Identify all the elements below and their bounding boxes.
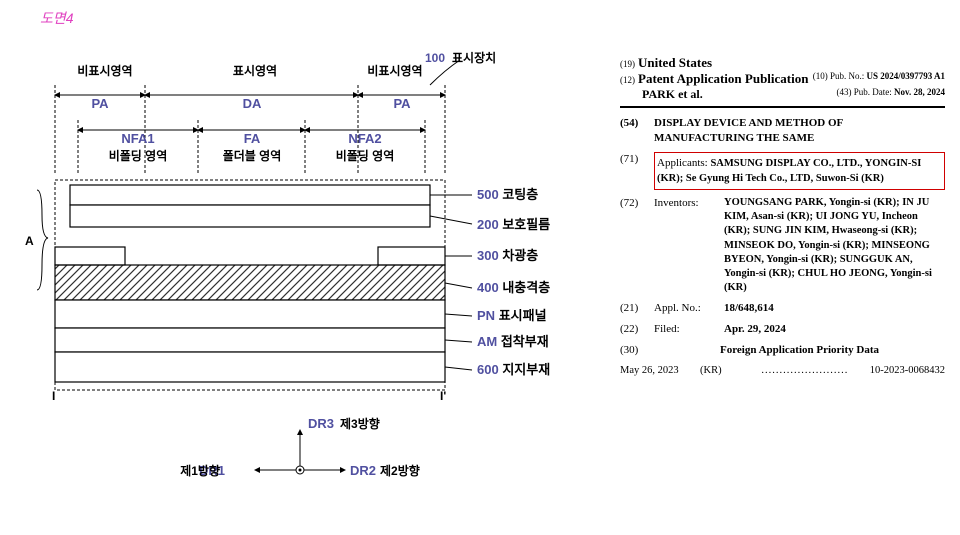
side-marker-a: A (25, 234, 34, 248)
marker-Ip: I' (440, 389, 446, 403)
callout-100-num: 100 (425, 51, 445, 65)
marker-I: I (52, 389, 55, 403)
inventors-text: YOUNGSANG PARK, Yongin-si (KR); IN JU KI… (724, 197, 932, 293)
svg-text:300 차광층: 300 차광층 (477, 248, 538, 263)
top-right-kr: 비표시영역 (367, 63, 422, 78)
svg-text:500 코팅층: 500 코팅층 (477, 187, 538, 202)
nfa1-kr: 비폴딩 영역 (109, 148, 168, 163)
pa-left-code: PA (91, 96, 109, 111)
nfa1-code: NFA1 (121, 131, 154, 146)
pubno-code: (10) (813, 71, 828, 81)
applno-code: (21) (620, 301, 654, 316)
title-text: DISPLAY DEVICE AND METHOD OF MANUFACTURI… (654, 116, 945, 146)
foreign-hdr-field: (30) Foreign Application Priority Data (620, 343, 945, 358)
dr1-kr: 제1방향 (180, 463, 220, 478)
nfa2-code: NFA2 (348, 131, 381, 146)
top-mid-kr: 표시영역 (233, 63, 277, 78)
foreign-code: (30) (620, 343, 654, 358)
page-container: 100 표시장치 비표시영역 표시영역 비표시영역 PA DA PA (0, 0, 960, 535)
pubno-label: Pub. No.: (830, 71, 864, 81)
title-field: (54) DISPLAY DEVICE AND METHOD OF MANUFA… (620, 116, 945, 146)
foreign-num: 10-2023-0068432 (870, 364, 945, 378)
filed-field: (22) Filed: Apr. 29, 2024 (620, 322, 945, 337)
pubdate-code: (43) (836, 87, 851, 97)
foreign-dots: ........................ (740, 364, 870, 378)
hdr-country: United States (638, 55, 712, 70)
l4-kr: 표시패널 (499, 308, 547, 323)
l5-kr: 접착부재 (501, 334, 549, 349)
patent-text-panel: (19) United States (12) Patent Applicati… (610, 30, 960, 535)
foreign-row: May 26, 2023 (KR) ......................… (620, 364, 945, 378)
foreign-country: (KR) (700, 364, 740, 378)
l2-kr: 차광층 (502, 248, 538, 263)
inventors-code: (72) (620, 196, 654, 295)
l0-kr: 코팅층 (502, 187, 538, 202)
pubno-val: US 2024/0397793 A1 (866, 71, 945, 81)
pubdate-label: Pub. Date: (854, 87, 892, 97)
nfa2-kr: 비폴딩 영역 (336, 148, 395, 163)
svg-text:400 내충격층: 400 내충격층 (477, 280, 550, 295)
da-code: DA (243, 96, 262, 111)
l1-code: 200 (477, 217, 499, 232)
diagram-panel: 100 표시장치 비표시영역 표시영역 비표시영역 PA DA PA (0, 30, 610, 535)
hdr-authors: PARK et al. (642, 87, 703, 101)
l4-code: PN (477, 308, 495, 323)
l6-code: 600 (477, 362, 499, 377)
applno-label: Appl. No.: (654, 301, 724, 316)
l6-kr: 지지부재 (502, 362, 550, 377)
fa-code: FA (244, 131, 261, 146)
l0-code: 500 (477, 187, 499, 202)
figure-label: 도면4 (40, 8, 74, 28)
pa-right-code: PA (393, 96, 411, 111)
l5-code: AM (477, 334, 497, 349)
svg-text:200 보호필름: 200 보호필름 (477, 217, 550, 232)
top-left-kr: 비표시영역 (77, 63, 132, 78)
patent-header: (19) United States (12) Patent Applicati… (620, 55, 945, 108)
dr2-kr: 제2방향 (380, 463, 420, 478)
applicants-field: (71) Applicants: SAMSUNG DISPLAY CO., LT… (620, 152, 945, 190)
cross-section-diagram: 100 표시장치 비표시영역 표시영역 비표시영역 PA DA PA (20, 40, 600, 520)
l2-code: 300 (477, 248, 499, 263)
hdr12: (12) (620, 75, 635, 85)
inventors-label: Inventors: (654, 196, 724, 295)
hdr19: (19) (620, 59, 635, 69)
inventors-field: (72) Inventors: YOUNGSANG PARK, Yongin-s… (620, 196, 945, 295)
callout-100-kr: 표시장치 (452, 50, 496, 65)
hdr-doctype: Patent Application Publication (638, 71, 808, 86)
title-code: (54) (620, 116, 654, 146)
applicants-code: (71) (620, 152, 654, 190)
axis-compass: DR3 제3방향 DR2 제2방향 DR1 제1방향 (180, 416, 420, 478)
pubdate-val: Nov. 28, 2024 (894, 87, 945, 97)
applno-field: (21) Appl. No.: 18/648,614 (620, 301, 945, 316)
layer-leaders: 500 코팅층 200 보호필름 300 차광층 400 내충격층 PN 표시패… (430, 187, 550, 377)
foreign-date: May 26, 2023 (620, 364, 700, 378)
dr3-code: DR3 (308, 416, 334, 431)
fa-kr: 폴더블 영역 (223, 148, 282, 163)
applno-val: 18/648,614 (724, 302, 774, 314)
dr3-kr: 제3방향 (340, 416, 380, 431)
filed-code: (22) (620, 322, 654, 337)
dr2-code: DR2 (350, 463, 376, 478)
svg-text:AM 접착부재: AM 접착부재 (477, 334, 549, 349)
applicants-label: Applicants: (657, 157, 708, 169)
l3-code: 400 (477, 280, 499, 295)
foreign-label: Foreign Application Priority Data (720, 344, 879, 356)
svg-text:PN 표시패널: PN 표시패널 (477, 308, 547, 323)
filed-label: Filed: (654, 322, 724, 337)
svg-text:600 지지부재: 600 지지부재 (477, 362, 550, 377)
l3-kr: 내충격층 (502, 280, 550, 295)
l1-kr: 보호필름 (502, 217, 550, 232)
filed-val: Apr. 29, 2024 (724, 323, 786, 335)
